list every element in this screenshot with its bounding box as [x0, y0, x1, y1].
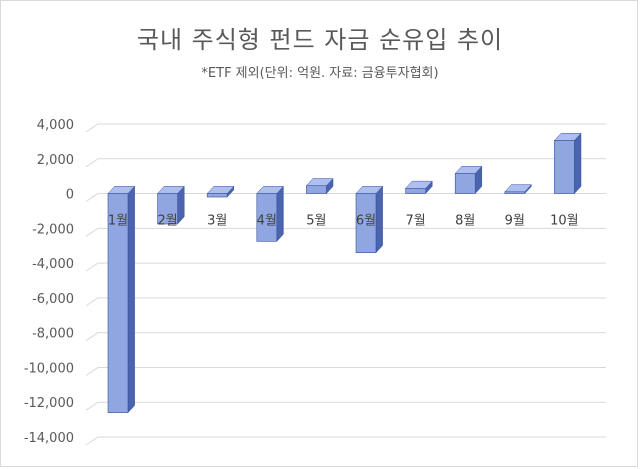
y-tick-label: -14,000	[24, 431, 74, 446]
category-label: 10월	[550, 214, 579, 229]
y-axis-ticks: 4,000 2,000 0 -2,000 -4,000 -6,000 -8,000 -10,0…	[24, 118, 74, 446]
bar-front	[256, 193, 278, 242]
category-label: 1월	[108, 214, 128, 229]
gridline	[85, 332, 606, 342]
y-tick-label: -8,000	[32, 327, 74, 342]
gridline	[85, 262, 606, 272]
bar	[157, 185, 185, 225]
gridline	[85, 436, 606, 446]
chart-title: 국내 주식형 펀드 자금 순유입 추이	[136, 26, 504, 54]
y-tick-label: -4,000	[32, 257, 74, 272]
bar-side	[574, 132, 582, 195]
bar-front	[107, 193, 129, 413]
bar-front	[554, 140, 575, 194]
bar	[305, 177, 334, 195]
y-tick-label: 2,000	[37, 153, 74, 168]
bar-front	[206, 193, 228, 198]
y-tick-label: -12,000	[24, 396, 74, 411]
bar-front	[405, 188, 426, 194]
category-label: 3월	[207, 214, 227, 229]
bar-side	[276, 185, 284, 243]
bar-front	[454, 173, 476, 194]
gridline	[85, 227, 606, 237]
y-tick-label: -2,000	[32, 222, 74, 237]
category-label: 2월	[157, 214, 177, 229]
category-label: 8월	[455, 214, 475, 229]
bar-front	[504, 191, 526, 194]
bar-front	[355, 193, 377, 253]
bars	[107, 132, 582, 414]
gridline	[85, 123, 606, 133]
category-label: 9월	[505, 214, 525, 229]
bar-side	[127, 185, 135, 414]
y-tick-label: 0	[66, 188, 74, 203]
bar-side	[375, 185, 383, 254]
gridline	[85, 401, 606, 411]
bar	[355, 185, 384, 254]
category-label: 4월	[257, 214, 277, 229]
bar	[553, 132, 582, 195]
gridline	[85, 366, 606, 376]
bar-front	[157, 193, 178, 225]
y-tick-label: -10,000	[24, 361, 74, 376]
category-labels: 1월 2월 3월 4월 5월 6월 7월 8월 9월 10월	[108, 214, 579, 229]
category-label: 7월	[405, 214, 425, 229]
gridline	[85, 193, 606, 202]
y-tick-label: 4,000	[37, 118, 74, 133]
y-tick-label: -6,000	[32, 292, 74, 307]
bar-front	[306, 185, 327, 194]
gridline	[85, 297, 606, 307]
gridlines	[85, 123, 606, 446]
category-label: 5월	[306, 214, 326, 229]
bar	[454, 165, 483, 195]
bar	[107, 185, 136, 414]
bar	[504, 183, 532, 195]
bar	[256, 185, 284, 243]
chart-subtitle: *ETF 제외(단위: 억원. 자료: 금융투자협회)	[201, 66, 439, 81]
category-label: 6월	[356, 214, 376, 229]
gridline	[85, 158, 606, 168]
bar	[405, 180, 433, 195]
bar	[206, 185, 235, 198]
